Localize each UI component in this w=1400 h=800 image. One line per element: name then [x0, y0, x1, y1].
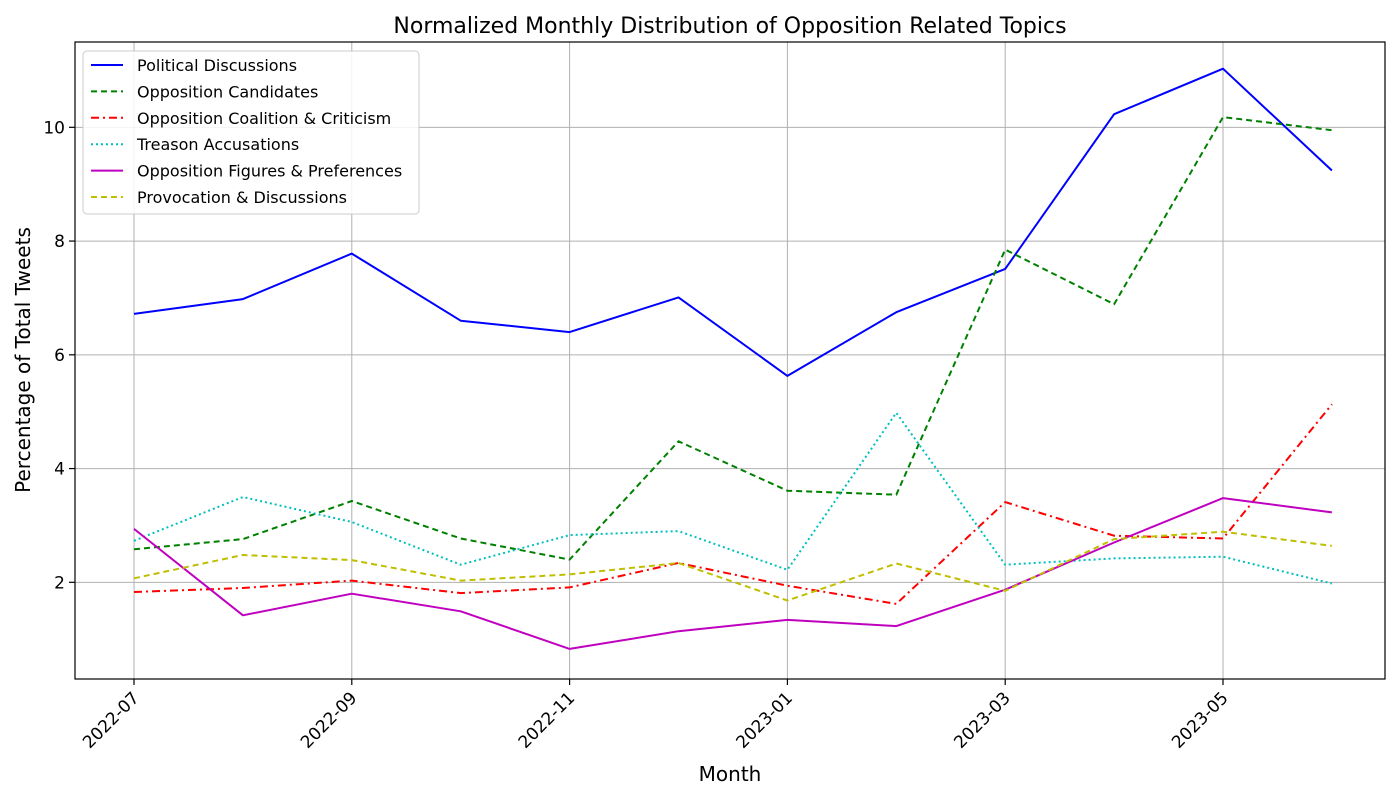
x-tick-label: 2022-11 [515, 688, 579, 752]
legend-entry-label: Treason Accusations [136, 135, 299, 154]
y-tick-label: 10 [43, 118, 65, 138]
x-tick-label: 2023-05 [1168, 688, 1232, 752]
x-tick-label: 2022-07 [79, 688, 143, 752]
y-tick-label: 6 [54, 346, 65, 366]
series-lines [133, 67, 1333, 650]
x-axis-label: Month [699, 762, 762, 786]
legend-entry-label: Opposition Candidates [137, 82, 318, 101]
series-line-0 [133, 67, 1333, 377]
legend-entry-label: Political Discussions [137, 56, 297, 75]
x-tick-label: 2023-01 [733, 688, 797, 752]
series-line-3 [133, 411, 1333, 585]
x-tick-label: 2023-03 [950, 688, 1014, 752]
series-line-5 [133, 530, 1333, 602]
series-line-4 [133, 497, 1333, 650]
plot-frame [74, 41, 1386, 680]
y-tick-label: 4 [54, 460, 65, 480]
series-line-1 [133, 116, 1333, 561]
y-axis-label: Percentage of Total Tweets [11, 227, 35, 493]
legend-box [82, 50, 420, 215]
legend-entry-label: Opposition Figures & Preferences [137, 162, 402, 181]
x-tick-label: 2022-09 [297, 688, 361, 752]
chart-title: Normalized Monthly Distribution of Oppos… [393, 14, 1066, 39]
legend: Political Discussions Opposition Candidat… [82, 50, 420, 215]
series-line-2 [133, 403, 1333, 605]
legend-entry-label: Opposition Coalition & Criticism [137, 109, 391, 128]
y-tick-label: 2 [54, 573, 65, 593]
y-tick-label: 8 [54, 232, 65, 252]
legend-entry-label: Provocation & Discussions [137, 188, 347, 207]
